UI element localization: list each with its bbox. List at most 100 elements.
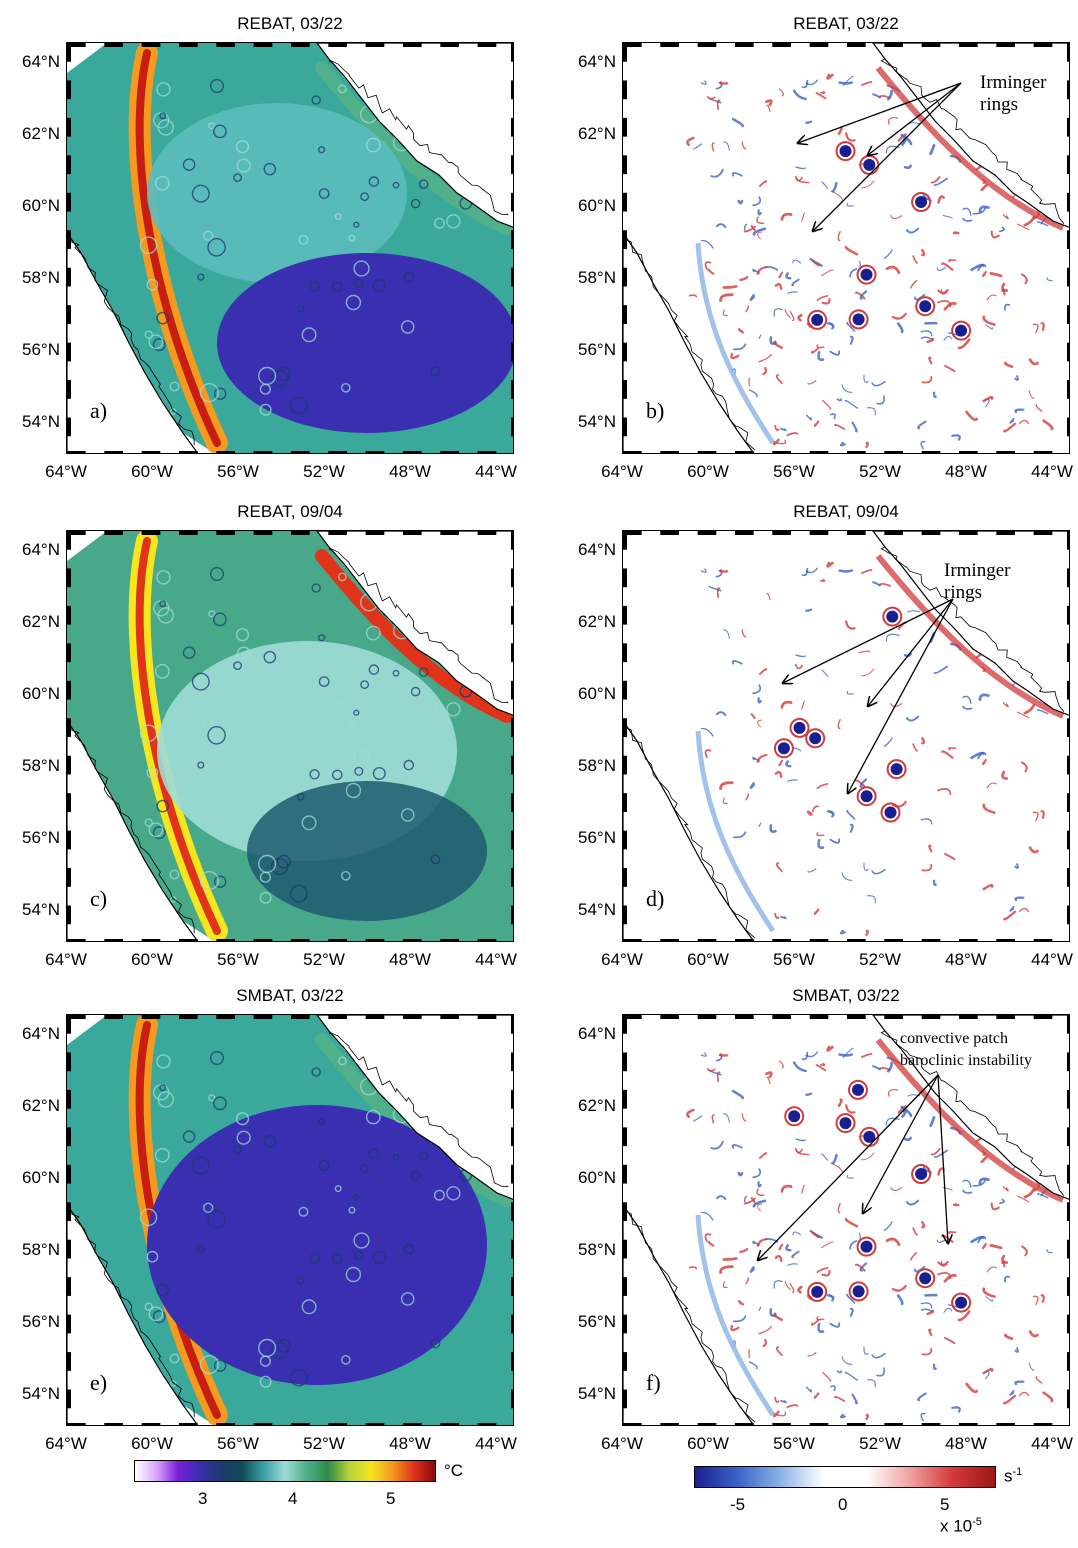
irminger-rings — [807, 141, 972, 341]
lat-tick-label: 56°N — [22, 340, 60, 359]
greenland-land — [872, 1015, 1069, 1200]
panel-title-a: REBAT, 03/22 — [237, 14, 343, 33]
greenland-land — [316, 43, 513, 228]
temperature-colorbar — [134, 1460, 436, 1482]
panel-title-c: REBAT, 09/04 — [237, 502, 343, 521]
ring-eddy — [852, 313, 865, 326]
lon-tick-label: 52°W — [303, 950, 345, 969]
ring-eddy-rim — [773, 738, 794, 759]
boundary-vorticity — [875, 66, 1065, 231]
labrador-coast-detail — [624, 726, 756, 939]
eddy-field — [139, 1051, 481, 1396]
greenland-coast-detail — [328, 1030, 509, 1188]
frame-ticks — [67, 1015, 513, 1425]
frame-ticks — [623, 531, 1069, 941]
temperature-colorbar-unit: °C — [444, 1461, 464, 1480]
lat-tick-label: 64°N — [578, 1024, 616, 1043]
lon-tick-label: 56°W — [217, 462, 259, 481]
lon-tick-label: 64°W — [601, 1434, 643, 1453]
lat-tick-label: 60°N — [578, 196, 616, 215]
lon-tick-label: 60°W — [687, 1434, 729, 1453]
lon-tick-label: 64°W — [601, 462, 643, 481]
annotation-label-d: Irminger rings — [944, 560, 1011, 603]
lon-tick-label: 52°W — [303, 1434, 345, 1453]
lat-tick-label: 62°N — [578, 1096, 616, 1115]
ring-eddy-rim — [856, 786, 877, 807]
lon-tick-label: 48°W — [389, 950, 431, 969]
lat-tick-label: 60°N — [22, 1168, 60, 1187]
lon-tick-label: 60°W — [687, 462, 729, 481]
annotation-arrows — [783, 598, 954, 793]
lon-tick-label: 64°W — [601, 950, 643, 969]
lat-tick-label: 58°N — [22, 756, 60, 775]
ring-eddy — [955, 324, 968, 337]
ring-eddy-rim — [835, 1113, 856, 1134]
lat-tick-label: 62°N — [22, 612, 60, 631]
frame-ticks — [623, 1015, 1069, 1425]
map-panel-e — [66, 1014, 514, 1426]
frame-ticks — [67, 531, 513, 941]
ring-eddy — [852, 1083, 864, 1096]
coastline — [67, 531, 513, 941]
panel-title-b: REBAT, 03/22 — [793, 14, 899, 33]
coastline — [623, 1015, 1069, 1425]
lat-tick-label: 56°N — [578, 1312, 616, 1331]
ring-eddy — [863, 158, 876, 171]
ring-eddy — [839, 145, 852, 158]
lon-tick-label: 48°W — [945, 950, 987, 969]
lon-tick-label: 64°W — [45, 462, 87, 481]
greenland-coast-detail — [880, 1030, 1065, 1197]
lat-tick-label: 60°N — [578, 684, 616, 703]
greenland-land — [872, 43, 1069, 228]
lat-tick-label: 58°N — [578, 756, 616, 775]
labrador-land — [67, 719, 199, 941]
ring-eddy-rim — [835, 141, 856, 162]
frame-ticks — [623, 43, 1069, 453]
lat-tick-label: 62°N — [578, 124, 616, 143]
colorbar-tick-label: 4 — [288, 1489, 298, 1508]
lon-tick-label: 52°W — [859, 462, 901, 481]
cold-patch — [247, 781, 487, 921]
lat-tick-label: 54°N — [22, 900, 60, 919]
colorbar-tick-label: 3 — [198, 1489, 208, 1508]
map-panel-a — [66, 42, 514, 454]
panel-title-d: REBAT, 09/04 — [793, 502, 899, 521]
lat-tick-label: 56°N — [22, 1312, 60, 1331]
ring-eddy — [955, 1296, 968, 1309]
lon-tick-label: 44°W — [475, 1434, 517, 1453]
greenland-coast-detail — [328, 546, 509, 704]
boundary-current-west-core — [135, 49, 221, 447]
labrador-coast-detail — [70, 726, 195, 934]
map-panel-d — [622, 530, 1070, 942]
ring-eddy — [884, 806, 897, 819]
ring-eddy — [793, 721, 806, 734]
ring-eddy — [863, 1130, 876, 1143]
vorticity-field — [686, 72, 1062, 450]
boundary-vorticity-west — [695, 730, 776, 933]
lat-tick-label: 58°N — [22, 268, 60, 287]
ring-eddy — [788, 1110, 801, 1123]
map-panel-c — [66, 530, 514, 942]
lat-tick-label: 58°N — [578, 268, 616, 287]
lon-tick-label: 56°W — [773, 1434, 815, 1453]
coastline — [623, 531, 1069, 941]
greenland-coast-detail — [328, 58, 509, 216]
greenland-land — [872, 531, 1069, 716]
lon-tick-label: 44°W — [1031, 462, 1073, 481]
ring-eddy — [886, 610, 899, 623]
ring-eddy-rim — [915, 296, 936, 317]
ring-eddy-rim — [882, 606, 903, 627]
colorbar-tick-label: 5 — [940, 1495, 950, 1514]
lon-tick-label: 44°W — [475, 950, 517, 969]
lat-tick-label: 64°N — [578, 540, 616, 559]
lat-tick-label: 54°N — [22, 412, 60, 431]
panel-letter-e: e) — [90, 1370, 108, 1395]
boundary-vorticity-west — [695, 1214, 776, 1417]
colorbar-tick-label: 0 — [838, 1495, 848, 1514]
panel-title-f: SMBAT, 03/22 — [792, 986, 900, 1005]
lat-tick-label: 64°N — [22, 540, 60, 559]
greenland-coast-detail — [880, 546, 1065, 713]
lon-tick-label: 56°W — [773, 950, 815, 969]
lat-tick-label: 54°N — [578, 900, 616, 919]
lon-tick-label: 60°W — [131, 1434, 173, 1453]
